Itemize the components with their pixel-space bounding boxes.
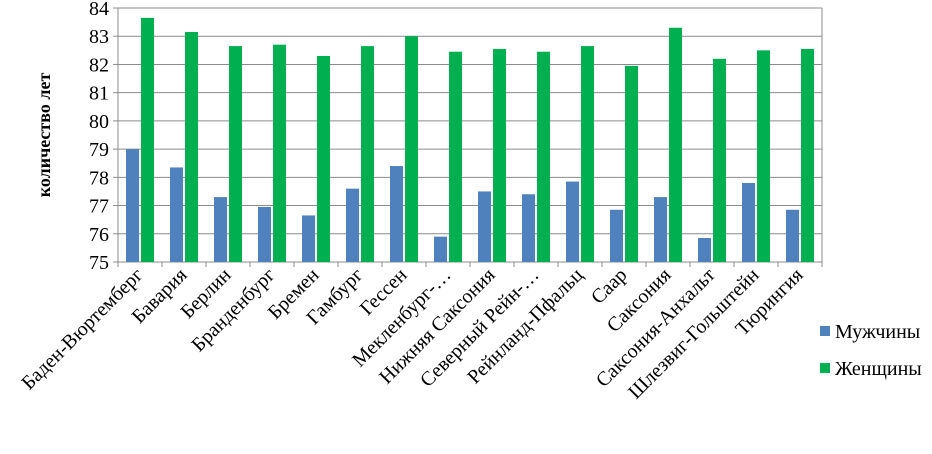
bar-men xyxy=(522,194,535,262)
bar-women xyxy=(537,51,550,262)
bar-men xyxy=(434,236,447,262)
bar-women xyxy=(141,17,154,262)
bar-women xyxy=(581,46,594,262)
legend-label-women: Женщины xyxy=(835,358,922,380)
y-tick-label: 76 xyxy=(89,224,109,246)
bar-men xyxy=(390,166,403,262)
legend-label-men: Мужчины xyxy=(835,321,920,343)
bar-women xyxy=(493,48,506,262)
bar-women xyxy=(361,46,374,262)
bar-women xyxy=(185,31,198,262)
bar-men xyxy=(654,197,667,262)
bar-women xyxy=(405,36,418,262)
bar-men xyxy=(170,167,183,262)
y-tick-label: 77 xyxy=(89,196,109,218)
y-axis-title: количество лет xyxy=(34,73,54,198)
y-tick-label: 81 xyxy=(89,83,109,105)
bar-men xyxy=(214,197,227,262)
bar-women xyxy=(713,58,726,262)
y-tick-label: 80 xyxy=(89,111,109,133)
bar-women xyxy=(669,27,682,263)
y-tick-label: 82 xyxy=(89,54,109,76)
bar-men xyxy=(742,182,755,262)
y-tick-label: 78 xyxy=(89,167,109,189)
bar-women xyxy=(229,46,242,262)
bar-women xyxy=(273,44,286,262)
bars xyxy=(126,17,814,263)
x-category-label: Баден-Вюртемберг xyxy=(17,264,147,394)
legend-swatch-men xyxy=(820,326,830,336)
bar-men xyxy=(610,209,623,262)
bar-women xyxy=(801,48,814,262)
bar-men xyxy=(566,181,579,262)
bar-women xyxy=(625,65,638,262)
y-tick-label: 83 xyxy=(89,26,109,48)
bar-men xyxy=(126,149,139,262)
bar-men xyxy=(346,188,359,262)
bar-women xyxy=(317,55,330,262)
bar-men xyxy=(258,206,271,262)
bar-men xyxy=(698,238,711,262)
legend-swatch-women xyxy=(820,363,830,373)
bar-women xyxy=(449,51,462,262)
bar-men xyxy=(478,191,491,262)
y-tick-label: 79 xyxy=(89,139,109,161)
legend: Мужчины Женщины xyxy=(820,321,922,380)
y-tick-label: 84 xyxy=(89,0,109,20)
bar-women xyxy=(757,50,770,263)
y-tick-label: 75 xyxy=(89,252,109,274)
bar-men xyxy=(302,215,315,262)
bar-men xyxy=(786,209,799,262)
